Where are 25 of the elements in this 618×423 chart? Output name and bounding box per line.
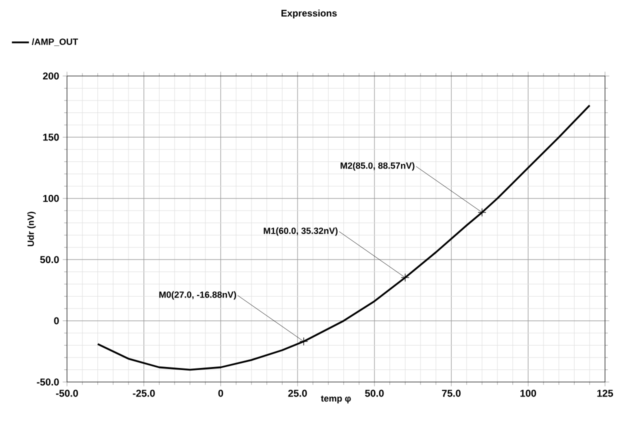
point <box>299 337 308 346</box>
line-series <box>96 104 591 371</box>
y-axis-title: Udr (nV) <box>27 212 36 246</box>
annotation: M1(60.0, 35.32nV) <box>264 227 338 236</box>
y-tick-label: 50.0 <box>40 256 59 264</box>
annotation: M0(27.0, -16.88nV) <box>159 291 236 300</box>
y-tick-label: 150 <box>43 134 59 141</box>
x-tick-label: -25.0 <box>132 390 155 397</box>
y-tick-label: -50.0 <box>36 378 59 386</box>
x-tick-label: -50.0 <box>56 390 78 397</box>
x-tick-label: 100 <box>520 390 536 397</box>
y-tick-label: 200 <box>42 72 59 80</box>
x-axis-title: temp φ <box>320 396 351 404</box>
chart-title: Expressions <box>282 10 337 18</box>
point <box>400 273 410 282</box>
x-tick-label: 0 <box>218 390 224 397</box>
x-tick-label: 25.0 <box>288 390 307 397</box>
point <box>478 208 486 217</box>
x-tick-label: 50.0 <box>365 390 384 397</box>
y-tick-label: 0 <box>54 317 59 324</box>
y-tick-label: 100 <box>43 194 59 202</box>
legend-label: /AMP_OUT <box>32 38 78 46</box>
x-tick-label: 125 <box>597 390 614 397</box>
x-tick-label: 75.0 <box>442 390 461 397</box>
annotation: M2(85.0, 88.57nV) <box>340 162 414 171</box>
